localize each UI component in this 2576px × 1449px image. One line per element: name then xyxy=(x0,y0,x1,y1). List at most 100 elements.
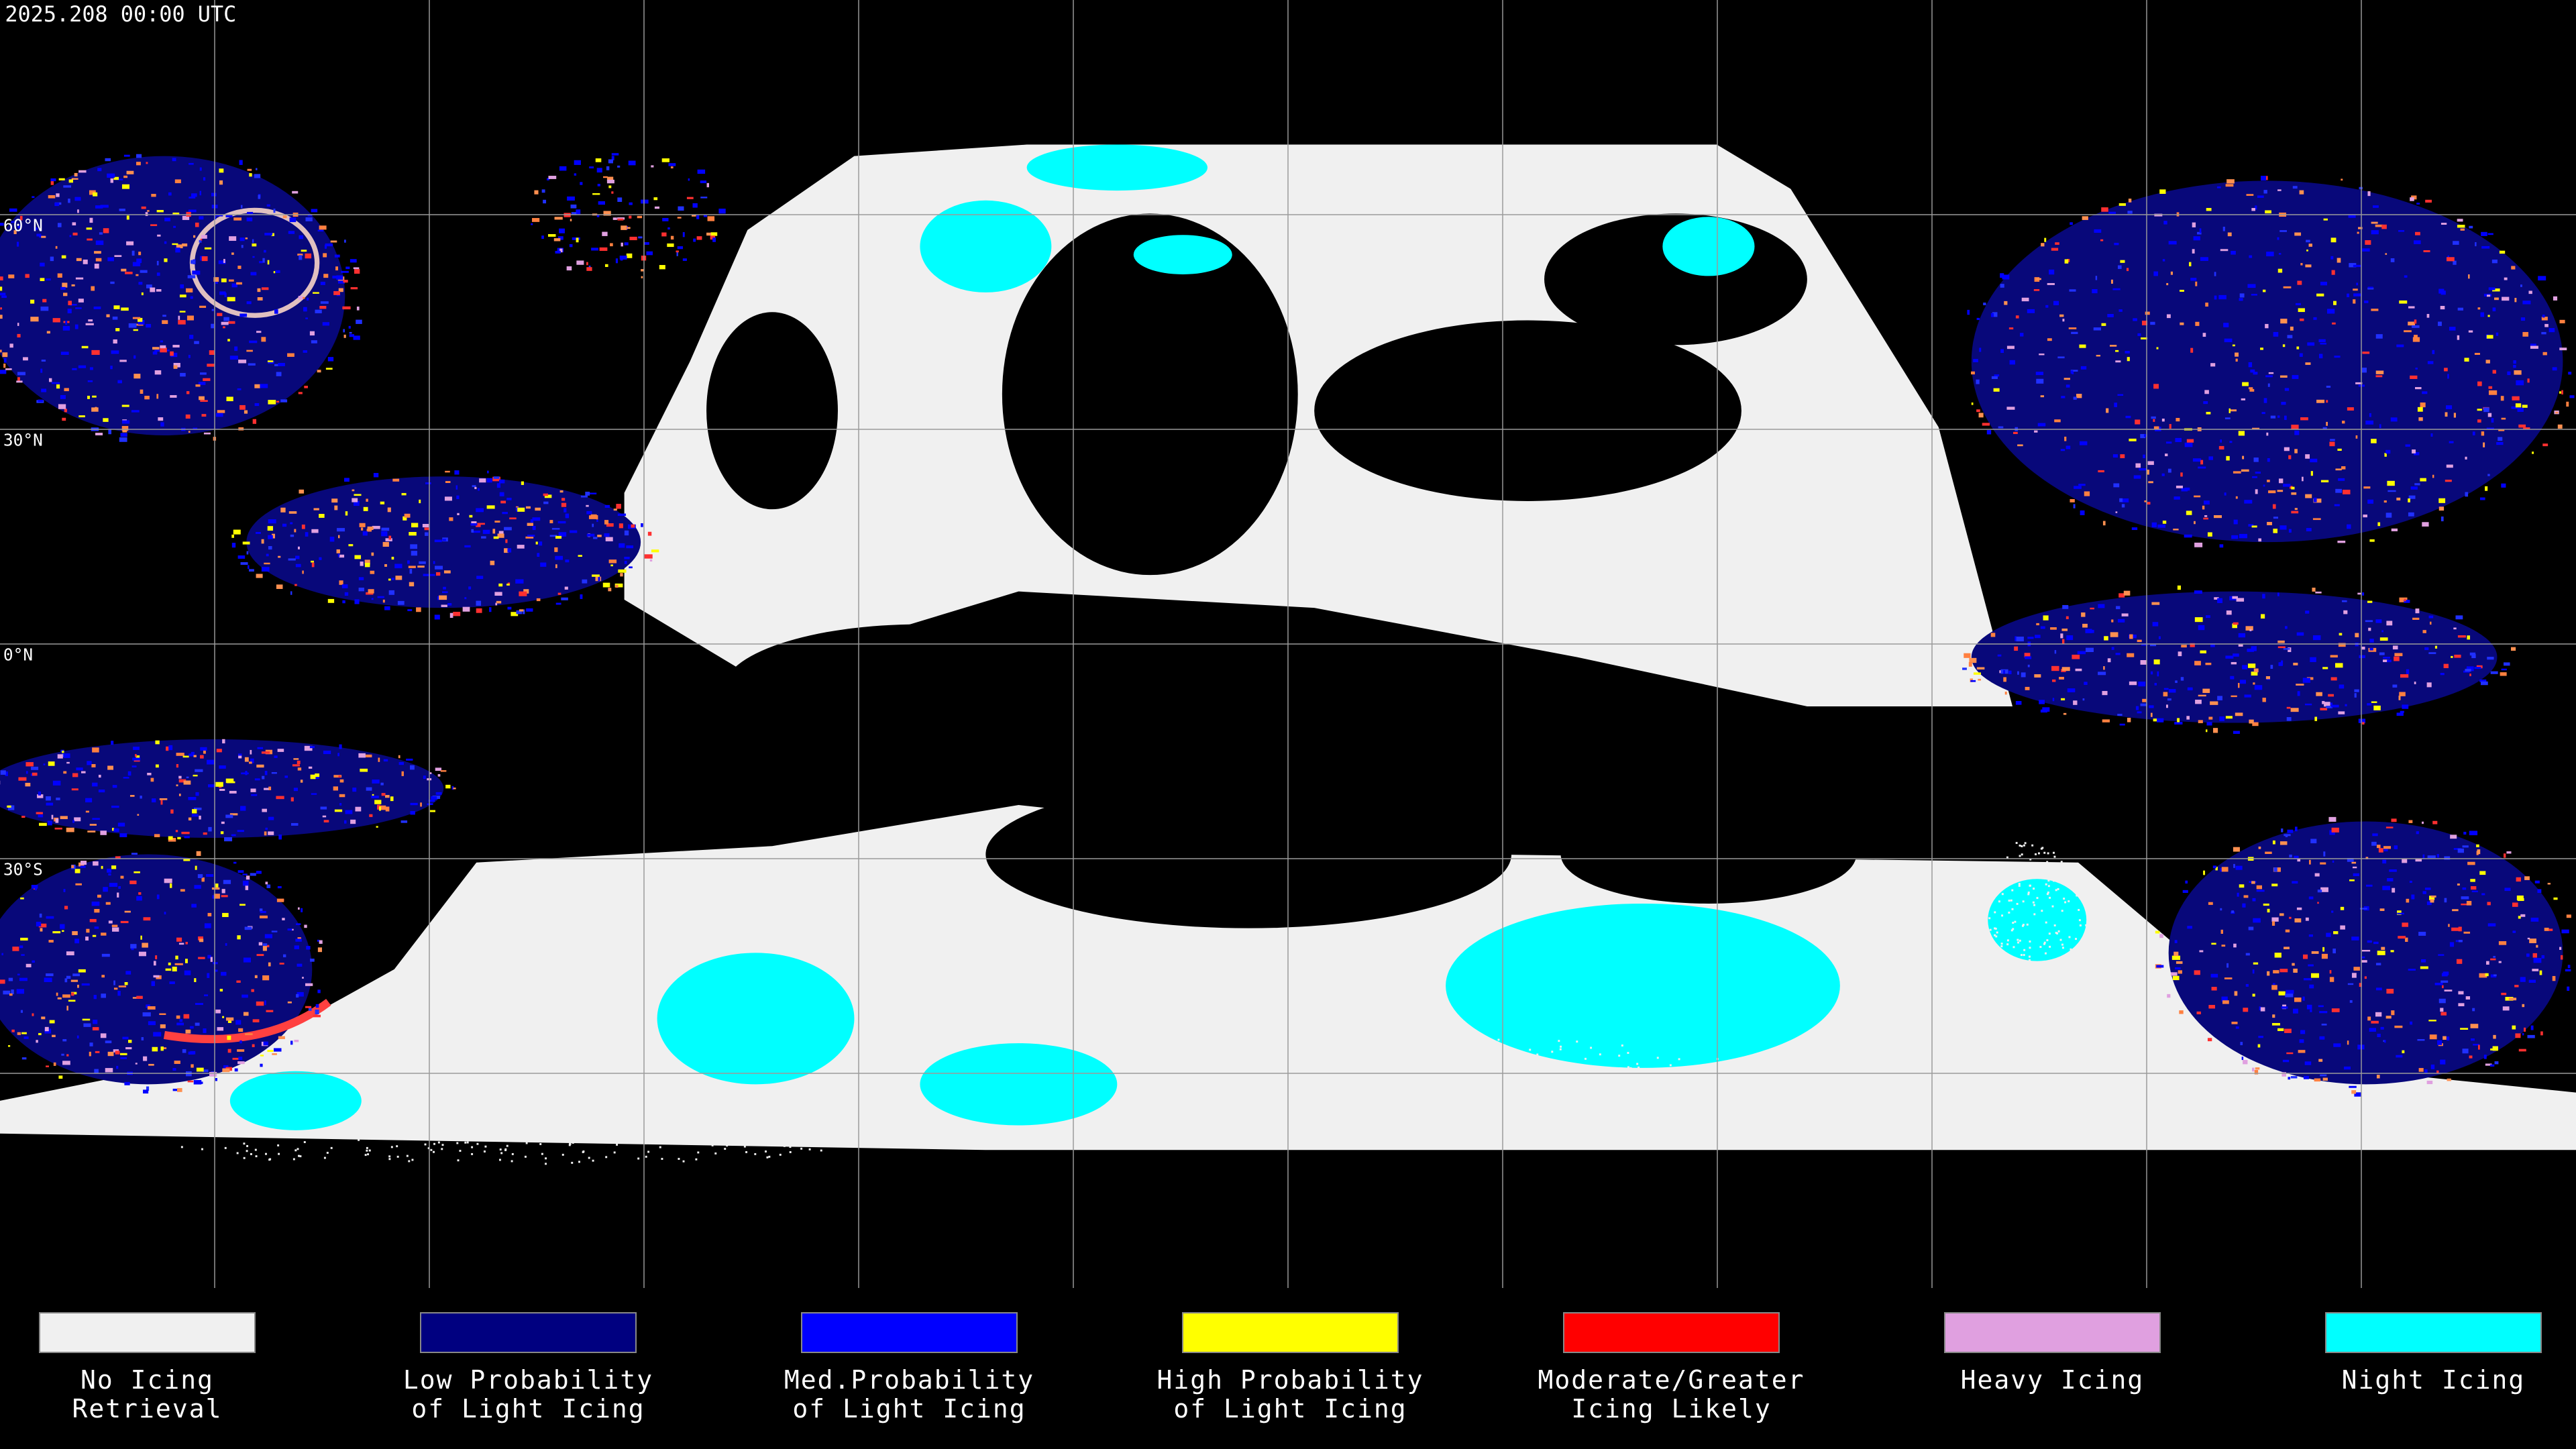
cloud-speckle xyxy=(2067,1004,2070,1006)
icing-speckle xyxy=(151,981,155,986)
icing-speckle xyxy=(72,820,74,823)
icing-speckle xyxy=(2253,918,2261,923)
icing-speckle xyxy=(203,1028,207,1033)
icing-speckle xyxy=(317,229,324,232)
cloud-speckle xyxy=(1468,1063,1471,1066)
icing-speckle xyxy=(183,780,191,785)
icing-speckle xyxy=(492,476,500,482)
icing-speckle xyxy=(170,352,178,358)
icing-speckle xyxy=(631,524,635,528)
icing-speckle xyxy=(2241,469,2249,472)
icing-speckle xyxy=(261,287,269,290)
icing-speckle xyxy=(127,771,131,776)
icing-speckle xyxy=(241,994,248,998)
icing-speckle xyxy=(566,266,572,271)
icing-speckle xyxy=(2406,898,2410,903)
icing-speckle xyxy=(2,352,8,358)
icing-speckle xyxy=(2520,317,2526,321)
icing-speckle xyxy=(506,498,512,500)
icing-speckle xyxy=(191,814,199,817)
cloud-speckle xyxy=(1275,1082,1277,1085)
icing-speckle xyxy=(2235,352,2239,357)
icing-speckle xyxy=(2400,710,2404,713)
icing-speckle xyxy=(68,1000,76,1002)
icing-speckle xyxy=(2319,1011,2328,1014)
icing-speckle xyxy=(2368,627,2371,631)
icing-speckle xyxy=(2502,1006,2510,1011)
icing-speckle xyxy=(143,1089,149,1094)
icing-speckle xyxy=(203,378,211,381)
icing-speckle xyxy=(578,555,582,557)
icing-speckle xyxy=(131,853,138,855)
icing-speckle xyxy=(2487,657,2494,660)
cloud-speckle xyxy=(2016,902,2019,905)
icing-speckle xyxy=(2408,321,2415,326)
icing-speckle xyxy=(517,545,525,549)
icing-speckle xyxy=(257,297,263,301)
icing-speckle xyxy=(588,515,597,519)
icing-speckle xyxy=(2318,1059,2323,1062)
icing-speckle xyxy=(320,301,329,304)
icing-speckle xyxy=(93,861,99,866)
cloud-speckle xyxy=(303,1141,306,1143)
icing-speckle xyxy=(101,953,110,957)
icing-speckle xyxy=(2220,439,2222,443)
icing-speckle xyxy=(2170,271,2174,275)
icing-speckle xyxy=(62,930,64,932)
icing-speckle xyxy=(2320,343,2326,345)
icing-speckle xyxy=(228,321,235,324)
icing-speckle xyxy=(36,1040,38,1043)
cloud-speckle xyxy=(2032,901,2035,904)
icing-speckle xyxy=(2175,680,2178,684)
icing-speckle xyxy=(2141,643,2148,646)
icing-speckle xyxy=(173,365,178,369)
icing-speckle xyxy=(611,153,619,156)
icing-speckle xyxy=(559,490,564,493)
icing-speckle xyxy=(2329,830,2335,835)
cloud-speckle xyxy=(1195,1079,1197,1081)
icing-speckle xyxy=(2420,966,2428,969)
icing-speckle xyxy=(2181,645,2187,648)
icing-speckle xyxy=(2478,1044,2480,1050)
icing-speckle xyxy=(217,1027,224,1031)
icing-speckle xyxy=(66,827,74,833)
cloud-speckle xyxy=(1996,951,1999,954)
icing-speckle xyxy=(17,372,25,376)
icing-speckle xyxy=(2135,706,2139,710)
icing-speckle xyxy=(238,753,242,756)
cloud-speckle xyxy=(1390,1085,1393,1087)
icing-speckle xyxy=(2464,358,2469,362)
icing-speckle xyxy=(507,548,512,553)
icing-speckle xyxy=(359,523,366,527)
icing-speckle xyxy=(2027,664,2030,667)
icing-speckle xyxy=(2020,333,2024,337)
icing-speckle xyxy=(540,562,547,567)
icing-speckle xyxy=(2176,418,2180,422)
icing-speckle xyxy=(411,551,418,556)
icing-speckle xyxy=(71,788,78,791)
cloud-speckle xyxy=(2045,921,2047,924)
icing-speckle xyxy=(250,272,257,276)
icing-speckle xyxy=(2223,323,2229,327)
icing-speckle xyxy=(409,569,413,574)
icing-speckle xyxy=(547,178,549,180)
icing-speckle xyxy=(89,367,93,370)
icing-speckle xyxy=(2184,534,2192,538)
icing-speckle xyxy=(191,904,197,908)
icing-speckle xyxy=(2079,344,2086,348)
icing-speckle xyxy=(141,1037,144,1040)
icing-speckle xyxy=(2548,928,2553,931)
cloud-speckle xyxy=(1205,1104,1208,1107)
icing-speckle xyxy=(2044,237,2047,242)
icing-speckle xyxy=(420,802,422,807)
cloud-speckle xyxy=(499,1148,502,1151)
cloud-speckle xyxy=(789,1151,792,1153)
icing-speckle xyxy=(2170,972,2178,976)
icing-speckle xyxy=(536,598,541,602)
icing-speckle xyxy=(203,749,206,754)
latitude-label: 60°N xyxy=(3,215,43,235)
icing-speckle xyxy=(87,395,90,399)
icing-speckle xyxy=(492,529,496,534)
icing-speckle xyxy=(2372,833,2378,837)
icing-speckle xyxy=(199,815,201,820)
